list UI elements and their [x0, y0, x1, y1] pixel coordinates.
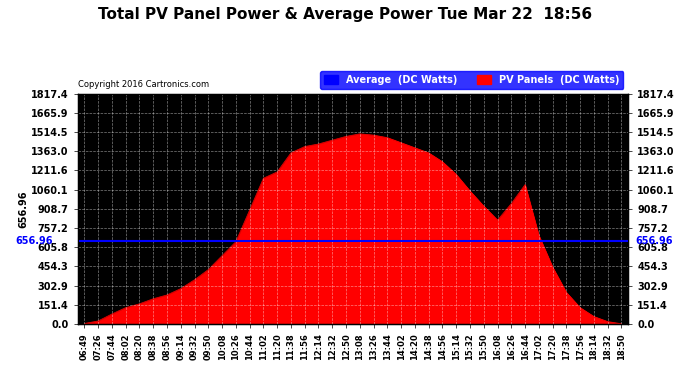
Text: Copyright 2016 Cartronics.com: Copyright 2016 Cartronics.com [77, 80, 208, 89]
Text: 656.96: 656.96 [635, 236, 673, 246]
Text: Total PV Panel Power & Average Power Tue Mar 22  18:56: Total PV Panel Power & Average Power Tue… [98, 8, 592, 22]
Legend: Average  (DC Watts), PV Panels  (DC Watts): Average (DC Watts), PV Panels (DC Watts) [319, 71, 624, 88]
Text: 656.96: 656.96 [15, 236, 52, 246]
Y-axis label: 656.96: 656.96 [18, 190, 28, 228]
